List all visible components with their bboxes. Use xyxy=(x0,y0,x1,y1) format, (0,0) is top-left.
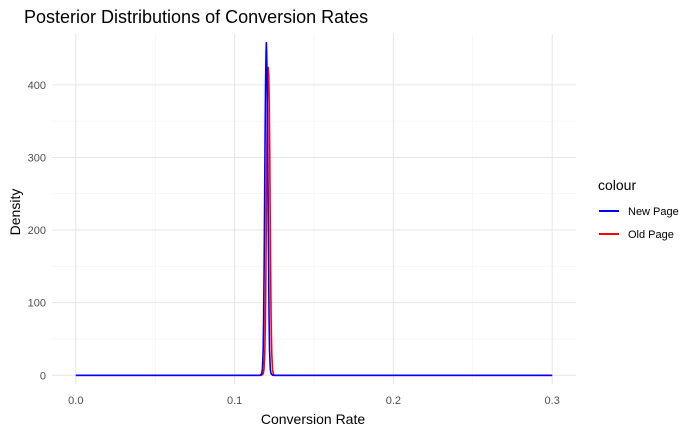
legend-label: Old Page xyxy=(628,229,674,241)
grid-minor xyxy=(52,34,576,384)
x-tick-label: 0.3 xyxy=(545,395,560,407)
y-tick-label: 200 xyxy=(28,225,46,237)
series-layer xyxy=(75,41,553,377)
y-tick-label: 0 xyxy=(40,370,46,382)
series-line-new-page xyxy=(75,41,553,377)
y-tick-label: 400 xyxy=(28,80,46,92)
x-axis-ticks: 0.0 0.1 0.2 0.3 xyxy=(68,395,560,407)
chart-title: Posterior Distributions of Conversion Ra… xyxy=(24,7,368,27)
legend-items: New Page Old Page xyxy=(599,206,679,241)
y-axis-ticks: 0 100 200 300 400 xyxy=(28,80,46,382)
series-line-old-page xyxy=(75,66,553,377)
x-tick-label: 0.2 xyxy=(386,395,401,407)
legend-label: New Page xyxy=(628,206,679,218)
x-tick-label: 0.1 xyxy=(227,395,242,407)
x-tick-label: 0.0 xyxy=(68,395,83,407)
legend: colour New Page Old Page xyxy=(598,177,679,241)
y-tick-label: 100 xyxy=(28,298,46,310)
y-tick-label: 300 xyxy=(28,152,46,164)
y-axis-title: Density xyxy=(7,189,23,236)
x-axis-title: Conversion Rate xyxy=(261,411,365,427)
legend-title: colour xyxy=(598,177,636,193)
